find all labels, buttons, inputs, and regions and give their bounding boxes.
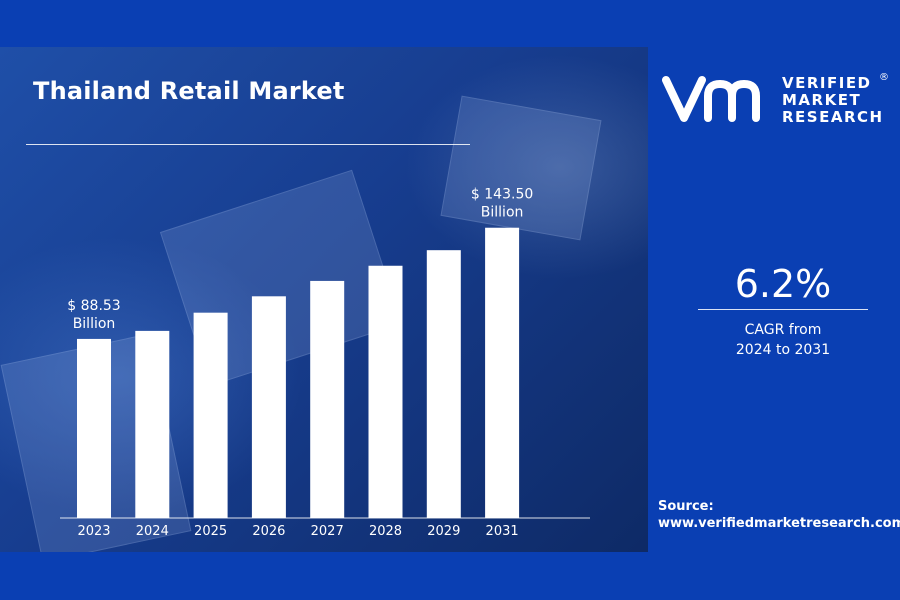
- x-tick-label: 2031: [486, 524, 519, 539]
- bar-2027: [310, 280, 345, 518]
- data-label-2031: Billion: [481, 205, 524, 221]
- brand-line-1: VERIFIED: [782, 74, 872, 92]
- cagr-label-line-2: 2024 to 2031: [735, 342, 831, 358]
- x-tick-label: 2026: [252, 524, 285, 539]
- bar-2025: [193, 312, 228, 518]
- title-divider: [26, 144, 470, 145]
- bar-2026: [251, 296, 286, 518]
- data-label-2023: $ 88.53: [67, 298, 120, 314]
- data-label-2031: $ 143.50: [471, 187, 533, 203]
- brand-name: VERIFIED MARKET RESEARCH: [782, 75, 884, 126]
- cagr-label: CAGR from 2024 to 2031: [698, 320, 868, 360]
- x-tick-label: 2025: [194, 524, 227, 539]
- bar-2023: [77, 338, 111, 518]
- brand-line-3: RESEARCH: [782, 108, 884, 126]
- chart-title: Thailand Retail Market: [33, 77, 345, 105]
- x-tick-label: 2024: [136, 524, 169, 539]
- bar-2031: [485, 227, 520, 518]
- bar-2024: [135, 330, 170, 518]
- x-tick-label: 2023: [77, 524, 110, 539]
- bar-2029: [426, 250, 461, 519]
- vmr-logo-icon: [662, 76, 760, 122]
- bar-chart: 2023 $ 88.53 Billion 2024 2025 2026 2027 2028 20…: [60, 187, 590, 539]
- brand-line-2: MARKET: [782, 91, 862, 109]
- x-tick-label: 2027: [311, 524, 344, 539]
- registered-mark: ®: [879, 72, 889, 83]
- data-label-2023: Billion: [73, 316, 116, 332]
- cagr-value: 6.2%: [734, 262, 832, 306]
- x-tick-label: 2029: [427, 524, 460, 539]
- cagr-label-line-1: CAGR from: [744, 322, 822, 338]
- cagr-divider: [698, 309, 868, 310]
- bar-2028: [368, 265, 403, 518]
- source-url[interactable]: www.verifiedmarketresearch.com: [658, 516, 900, 531]
- source-label: Source:: [658, 499, 714, 514]
- x-tick-label: 2028: [369, 524, 402, 539]
